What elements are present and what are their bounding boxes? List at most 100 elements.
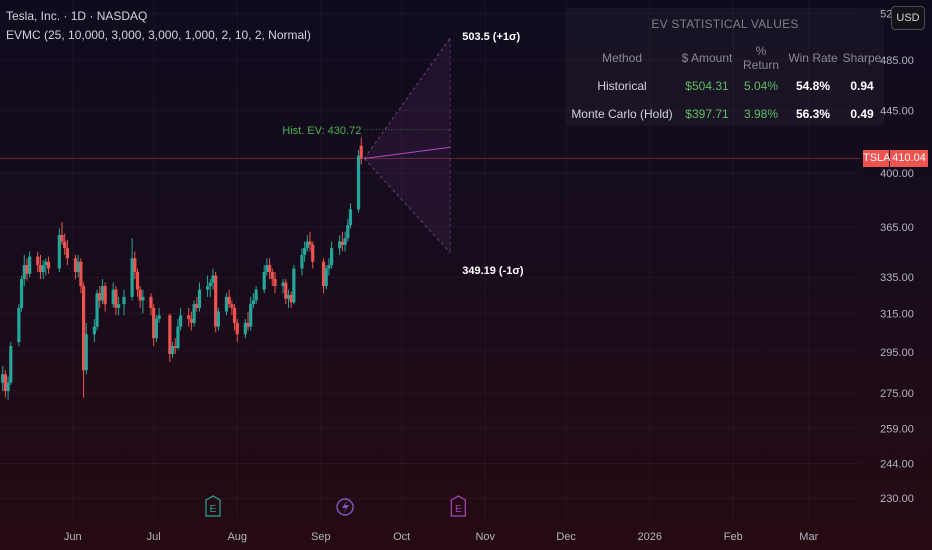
symbol-price-tag-value: 410.04	[890, 150, 928, 168]
candle-body	[19, 279, 24, 308]
candle-series	[1, 137, 363, 400]
grid-layer	[0, 0, 860, 519]
candle-body	[173, 346, 177, 348]
row-amount: $397.71	[685, 107, 729, 121]
candle-body	[281, 282, 285, 287]
row-return: 3.98%	[743, 107, 779, 121]
y-tick-label: 335.00	[880, 272, 914, 284]
candle-body	[100, 286, 105, 301]
candle-body	[311, 244, 315, 262]
candle-body	[359, 145, 363, 159]
lightning-bolt	[342, 500, 350, 514]
candle-body	[214, 275, 218, 327]
candle-body	[267, 265, 272, 273]
candle-body	[1, 374, 5, 383]
ev-row-monte-carlo: Monte Carlo (Hold) $397.71 3.98% 56.3% 0…	[566, 100, 884, 128]
candle-body	[321, 261, 326, 287]
candle-body	[84, 334, 88, 371]
y-tick-label: 244.00	[880, 458, 914, 470]
y-tick-label: 315.00	[880, 308, 914, 320]
earnings-letter: E	[210, 504, 217, 515]
candle-body	[305, 241, 309, 249]
candle-body	[46, 261, 51, 269]
indicator-legend[interactable]: EVMC (25, 10,000, 3,000, 3,000, 1,000, 2…	[6, 28, 311, 42]
candle-body	[308, 241, 312, 245]
y-tick-label: 400.00	[880, 168, 914, 180]
upper-sigma-label: 503.5 (+1σ)	[462, 30, 521, 43]
candle-body	[303, 248, 307, 255]
row-sharpe: 0.94	[850, 79, 874, 93]
candle-body	[6, 382, 10, 392]
candle-body	[44, 261, 48, 266]
candle-body	[262, 272, 266, 290]
candle-body	[346, 225, 350, 239]
candle-body	[265, 265, 269, 273]
lower-sigma-label: 349.19 (-1σ)	[462, 264, 524, 277]
candle-body	[292, 268, 296, 303]
candle-body	[329, 248, 334, 266]
y-tick-label: 365.00	[880, 222, 914, 234]
candle-body	[348, 209, 353, 226]
earnings-icon	[450, 495, 466, 517]
candle-body	[9, 346, 13, 383]
candle-body	[273, 279, 277, 287]
col-method: Method	[601, 51, 643, 65]
candle-body	[235, 322, 239, 335]
x-tick-label: 2026	[637, 531, 661, 543]
y-tick-label: 445.00	[880, 105, 914, 117]
candle-body	[57, 234, 61, 269]
candle-body	[138, 289, 142, 301]
candle-body	[189, 319, 194, 323]
candle-body	[122, 296, 126, 305]
candle-body	[114, 289, 118, 308]
row-win-rate: 54.8%	[795, 79, 831, 93]
ev-table: Method $ Amount % Return Win Rate Sharpe…	[566, 44, 884, 128]
candle-body	[227, 296, 231, 305]
col-sharpe: Sharpe	[842, 51, 882, 65]
candle-body	[3, 374, 7, 392]
candle-body	[154, 319, 158, 339]
ev-panel-title: EV STATISTICAL VALUES	[651, 17, 799, 31]
symbol-title[interactable]: Tesla, Inc. · 1D · NASDAQ	[6, 9, 148, 23]
x-tick-label: Oct	[393, 531, 410, 543]
candle-body	[205, 286, 210, 290]
candle-body	[79, 261, 83, 287]
candle-body	[81, 286, 86, 371]
candle-body	[197, 289, 202, 308]
candle-body	[284, 282, 288, 299]
candle-body	[246, 322, 250, 327]
candle-body	[63, 241, 67, 249]
candle-body	[195, 304, 199, 308]
candle-body	[168, 315, 172, 354]
row-return: 5.04%	[743, 79, 779, 93]
candle-body	[270, 272, 274, 280]
earnings-letter: E	[455, 504, 462, 515]
candle-body	[327, 265, 331, 269]
ev-statistics-panel: EV STATISTICAL VALUES Method $ Amount % …	[566, 8, 884, 125]
candle-body	[300, 254, 304, 269]
candle-body	[170, 346, 175, 354]
candle-body	[232, 307, 237, 323]
candle-body	[152, 307, 156, 339]
lightning-icon	[336, 498, 354, 516]
candle-body	[224, 296, 229, 312]
candle-body	[17, 307, 21, 343]
candle-body	[130, 258, 134, 297]
candle-body	[95, 293, 99, 327]
ev-row-historical: Historical $504.31 5.04% 54.8% 0.94	[566, 72, 884, 100]
candle-body	[286, 295, 291, 299]
candle-body	[216, 311, 220, 327]
candle-body	[179, 315, 183, 327]
candle-body	[289, 295, 293, 303]
earnings-icon	[205, 495, 221, 517]
candle-body	[25, 265, 29, 274]
candle-body	[338, 241, 342, 249]
y-tick-label: 275.00	[880, 388, 914, 400]
x-tick-label: Dec	[556, 531, 576, 543]
currency-button[interactable]: USD	[891, 6, 925, 30]
ev-table-header: Method $ Amount % Return Win Rate Sharpe	[566, 44, 884, 72]
candle-body	[208, 282, 212, 287]
candle-body	[243, 322, 247, 335]
